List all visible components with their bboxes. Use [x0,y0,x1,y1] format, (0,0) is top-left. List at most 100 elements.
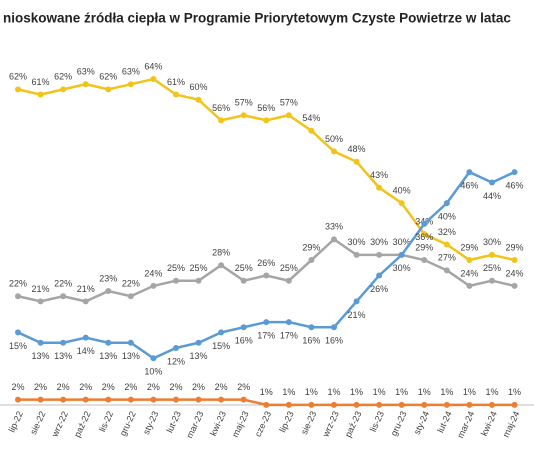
data-point [127,396,134,403]
data-point [37,396,44,403]
data-point [105,339,112,346]
data-label: 26% [257,258,275,268]
data-point [240,112,247,119]
data-label: 2% [79,382,92,392]
data-point [511,257,518,264]
data-point [82,396,89,403]
data-label: 62% [99,72,117,82]
data-point [511,169,518,176]
data-point [218,262,225,269]
data-label: 30% [393,263,411,273]
data-label: 63% [122,67,140,77]
data-point [240,277,247,284]
data-label: 2% [147,382,160,392]
data-point [376,272,383,279]
data-point [330,401,337,408]
data-label: 13% [99,351,117,361]
data-point [488,401,495,408]
data-label: 26% [370,284,388,294]
data-point [172,277,179,284]
chart-title: nioskowane źródła ciepła w Programie Pri… [3,11,511,26]
data-label: 2% [57,382,70,392]
data-label: 32% [438,227,456,237]
data-label: 61% [32,77,50,87]
data-point [353,401,360,408]
data-point [398,401,405,408]
data-point [443,241,450,248]
data-label: 40% [438,212,456,222]
data-label: 22% [9,279,27,289]
data-point [105,86,112,93]
data-label: 1% [485,387,498,397]
data-point [150,396,157,403]
data-point [488,251,495,258]
data-label: 30% [348,237,366,247]
data-label: 29% [302,242,320,252]
data-point [15,329,21,336]
data-label: 2% [11,382,24,392]
data-point [172,91,179,98]
data-label: 24% [506,268,524,278]
data-point [330,236,337,243]
data-point [263,117,270,124]
data-label: 60% [190,82,208,92]
data-label: 15% [212,341,230,351]
data-point [195,396,202,403]
data-label: 56% [212,103,230,113]
data-label: 15% [9,341,27,351]
data-label: 56% [257,103,275,113]
data-label: 30% [483,237,501,247]
data-point [353,298,360,305]
data-label: 1% [508,387,521,397]
data-point [60,293,67,300]
data-point [240,324,247,331]
data-point [60,396,67,403]
data-label: 2% [237,382,250,392]
data-point [353,251,360,258]
data-label: 16% [235,336,253,346]
data-point [376,184,383,191]
data-label: 1% [350,387,363,397]
data-point [330,324,337,331]
data-point [488,277,495,284]
data-point [60,339,67,346]
data-label: 21% [77,284,95,294]
data-label: 22% [122,279,140,289]
data-label: 64% [144,61,162,71]
data-label: 1% [373,387,386,397]
data-label: 13% [32,351,50,361]
data-point [308,324,315,331]
data-point [443,401,450,408]
data-label: 1% [418,387,431,397]
data-point [263,319,270,326]
data-point [285,319,292,326]
data-point [105,396,112,403]
data-label: 50% [325,134,343,144]
data-point [466,257,473,264]
data-label: 1% [440,387,453,397]
data-point [376,401,383,408]
data-label: 57% [235,98,253,108]
data-label: 21% [32,284,50,294]
data-point [421,257,428,264]
data-point [466,401,473,408]
data-label: 2% [215,382,228,392]
data-label: 40% [393,186,411,196]
data-point [82,298,89,305]
data-point [150,355,157,362]
data-point [82,334,89,341]
data-point [150,282,157,289]
data-label: 48% [348,144,366,154]
data-point [443,200,450,207]
data-point [353,158,360,165]
data-label: 25% [280,263,298,273]
data-label: 25% [190,263,208,273]
data-label: 46% [506,180,524,190]
data-label: 13% [190,351,208,361]
data-label: 17% [280,330,298,340]
data-point [105,288,112,295]
data-label: 25% [483,263,501,273]
data-label: 13% [54,351,72,361]
